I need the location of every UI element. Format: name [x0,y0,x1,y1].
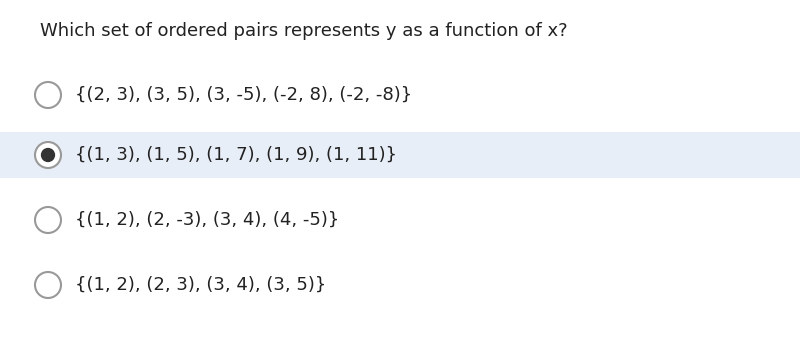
Circle shape [35,272,61,298]
Text: {(1, 2), (2, -3), (3, 4), (4, -5)}: {(1, 2), (2, -3), (3, 4), (4, -5)} [75,211,339,229]
Text: {(2, 3), (3, 5), (3, -5), (-2, 8), (-2, -8)}: {(2, 3), (3, 5), (3, -5), (-2, 8), (-2, … [75,86,412,104]
Circle shape [35,82,61,108]
Text: {(1, 3), (1, 5), (1, 7), (1, 9), (1, 11)}: {(1, 3), (1, 5), (1, 7), (1, 9), (1, 11)… [75,146,397,164]
Text: {(1, 2), (2, 3), (3, 4), (3, 5)}: {(1, 2), (2, 3), (3, 4), (3, 5)} [75,276,326,294]
Text: Which set of ordered pairs represents y as a function of x?: Which set of ordered pairs represents y … [40,22,568,40]
Circle shape [35,207,61,233]
Circle shape [35,142,61,168]
Circle shape [41,148,55,162]
Bar [0,132,800,178]
